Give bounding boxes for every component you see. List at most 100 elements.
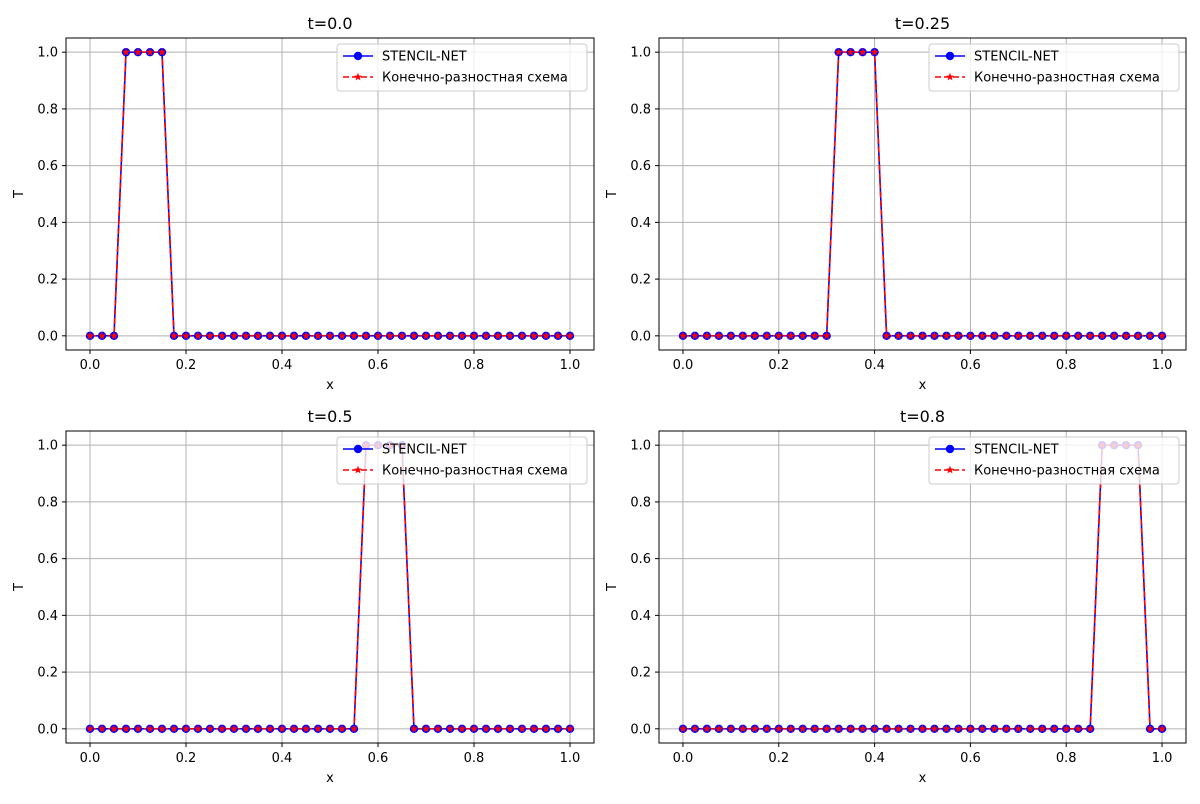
finite-difference-point: [918, 331, 927, 340]
x-tick-label: 1.0: [560, 751, 581, 766]
finite-difference-point: [542, 331, 550, 340]
finite-difference-point: [834, 47, 843, 56]
finite-difference-point: [482, 724, 490, 733]
finite-difference-point: [978, 724, 987, 733]
x-tick-label: 0.0: [673, 751, 694, 766]
legend-label: Конечно-разностная схема: [382, 464, 568, 479]
x-tick-label: 0.6: [960, 751, 981, 766]
legend: STENCIL-NET Конечно-разностная схема: [928, 436, 1180, 485]
y-tick-label: 0.2: [630, 666, 651, 681]
x-tick-label: 0.8: [1056, 751, 1077, 766]
finite-difference-point: [882, 724, 891, 733]
subplot-3: 0.0 0.2 0.4 0.6 0.8 1.0 0.0 0.2 0.4 0.6 0.8 1.0 x Tt=…: [12, 407, 595, 786]
subplot-title: t=0.0: [307, 14, 352, 33]
x-tick-label: 0.2: [176, 358, 197, 373]
finite-difference-point: [894, 724, 903, 733]
x-tick-label: 0.0: [80, 751, 101, 766]
legend: STENCIL-NET Конечно-разностная схема: [336, 436, 588, 485]
finite-difference-point: [326, 331, 334, 340]
legend-marker-star: [354, 72, 362, 81]
x-tick-label: 0.4: [272, 751, 293, 766]
y-tick-label: 0.2: [630, 273, 651, 288]
finite-difference-point: [750, 331, 759, 340]
finite-difference-point: [266, 724, 274, 733]
legend-label: STENCIL-NET: [974, 443, 1059, 458]
finite-difference-point: [554, 724, 562, 733]
finite-difference-point: [798, 724, 807, 733]
y-axis-label: T: [605, 190, 620, 199]
finite-difference-point: [846, 724, 855, 733]
legend-marker-star: [946, 72, 954, 81]
y-tick-label: 0.4: [37, 216, 58, 231]
y-tick-label: 0.8: [630, 495, 651, 510]
finite-difference-point: [1062, 724, 1071, 733]
finite-difference-point: [338, 331, 346, 340]
finite-difference-point: [554, 331, 562, 340]
finite-difference-point: [146, 47, 154, 56]
finite-difference-point: [1146, 331, 1155, 340]
x-tick-label: 0.6: [960, 358, 981, 373]
finite-difference-point: [738, 331, 747, 340]
finite-difference-point: [242, 331, 250, 340]
finite-difference-point: [906, 724, 915, 733]
finite-difference-point: [98, 724, 106, 733]
finite-difference-point: [482, 331, 490, 340]
x-axis-label: x: [919, 378, 927, 393]
legend-marker-star: [354, 465, 362, 474]
y-tick-label: 1.0: [630, 439, 651, 454]
finite-difference-point: [422, 724, 430, 733]
finite-difference-point: [858, 47, 867, 56]
finite-difference-point: [1002, 331, 1011, 340]
finite-difference-point: [410, 724, 418, 733]
y-tick-label: 0.2: [37, 273, 58, 288]
finite-difference-point: [194, 724, 202, 733]
finite-difference-point: [566, 724, 574, 733]
finite-difference-point: [410, 331, 418, 340]
finite-difference-point: [918, 724, 927, 733]
y-axis-label: T: [12, 583, 27, 592]
y-tick-label: 0.0: [630, 329, 651, 344]
finite-difference-point: [254, 724, 262, 733]
subplot-2: 0.0 0.2 0.4 0.6 0.8 1.0 0.0 0.2 0.4 0.6 0.8 1.0 x Tt=…: [605, 14, 1187, 393]
finite-difference-point: [134, 47, 142, 56]
legend-box: [336, 436, 588, 485]
finite-difference-point: [470, 724, 478, 733]
finite-difference-point: [846, 47, 855, 56]
y-tick-label: 0.0: [37, 722, 58, 737]
finite-difference-point: [1002, 724, 1011, 733]
finite-difference-point: [1026, 331, 1035, 340]
y-tick-label: 0.4: [630, 216, 651, 231]
finite-difference-point: [530, 724, 538, 733]
finite-difference-point: [458, 331, 466, 340]
finite-difference-point: [798, 331, 807, 340]
finite-difference-point: [314, 724, 322, 733]
finite-difference-point: [458, 724, 466, 733]
finite-difference-point: [350, 331, 358, 340]
y-tick-label: 0.6: [630, 552, 651, 567]
legend-label: STENCIL-NET: [974, 50, 1059, 65]
finite-difference-point: [702, 724, 711, 733]
finite-difference-point: [906, 331, 915, 340]
legend-marker-circle: [945, 444, 955, 454]
finite-difference-point: [206, 331, 214, 340]
finite-difference-point: [702, 331, 711, 340]
y-tick-label: 0.8: [37, 102, 58, 117]
finite-difference-point: [870, 724, 879, 733]
finite-difference-point: [110, 724, 118, 733]
finite-difference-point: [158, 724, 166, 733]
x-tick-label: 0.4: [272, 358, 293, 373]
y-axis-label: T: [605, 583, 620, 592]
y-tick-label: 0.6: [37, 159, 58, 174]
finite-difference-point: [954, 331, 963, 340]
y-tick-label: 0.6: [37, 552, 58, 567]
finite-difference-point: [218, 724, 226, 733]
finite-difference-point: [870, 47, 879, 56]
finite-difference-point: [494, 331, 502, 340]
finite-difference-point: [170, 331, 178, 340]
finite-difference-point: [966, 331, 975, 340]
finite-difference-point: [242, 724, 250, 733]
finite-difference-point: [158, 47, 166, 56]
finite-difference-point: [942, 331, 951, 340]
finite-difference-point: [774, 724, 783, 733]
